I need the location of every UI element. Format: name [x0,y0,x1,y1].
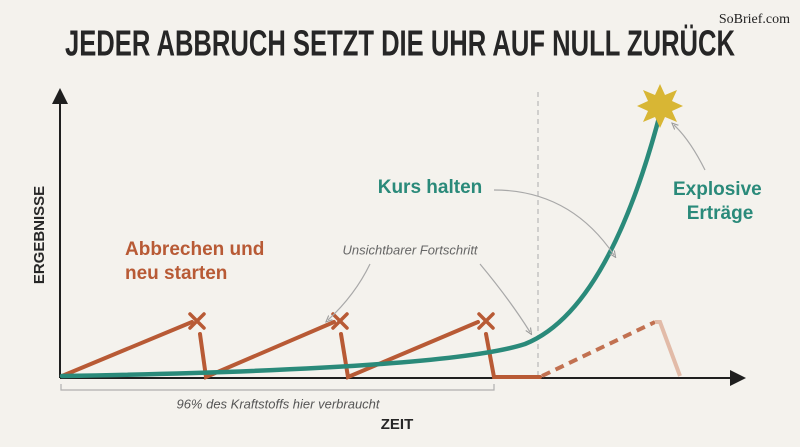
star [637,84,683,128]
pointer [674,125,706,171]
pointer [479,263,530,332]
bracket [60,384,495,391]
watermark: SoBrief.com [719,12,790,27]
restart-label-line: Abbrechen und [125,239,264,260]
x-axis-label: ZEIT [381,416,414,433]
pointer [328,263,371,320]
title: JEDER ABBRUCH SETZT DIE UHR AUF NULL ZUR… [65,23,735,64]
growth-curve [59,111,663,379]
restart-label-line: neu starten [125,263,227,284]
invisible-progress-label: Unsichtbarer Fortschritt [342,242,478,257]
stay-course-label: Kurs halten [378,177,483,198]
x-mark [188,312,206,330]
restart-label: Abbrechen und neu starten [125,239,270,284]
faded-restart [655,320,682,377]
explosive-label: Explosive Erträge [673,179,767,224]
x-mark [331,312,349,330]
fuel-note: 96% des Kraftstoffs hier verbraucht [176,396,380,411]
sawtooth [60,320,542,380]
explosive-label-line: Explosive [673,179,762,200]
dashed-restart [541,320,656,378]
x-mark [477,312,495,330]
explosive-label-line: Erträge [687,203,754,224]
y-axis-label: ERGEBNISSE [31,186,48,284]
restart-path [60,312,542,380]
pointer [493,189,614,255]
